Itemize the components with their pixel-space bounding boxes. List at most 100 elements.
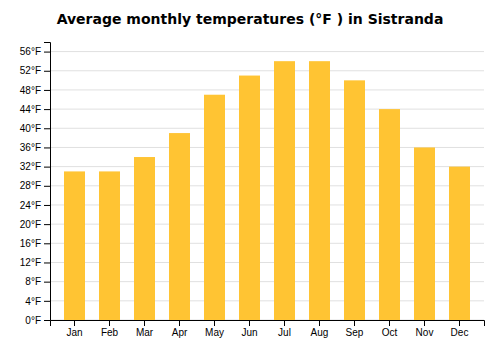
tick: Jun [241, 320, 257, 338]
y-axis: 0°F 4°F 8°F 12°F 16°F 20°F 24°F 28°F 32°F 36°F 40°… [20, 43, 51, 326]
tick-mark [44, 109, 50, 110]
tick-mark [109, 320, 110, 326]
bar [239, 76, 260, 320]
bars [64, 61, 470, 320]
grid-line [50, 70, 484, 71]
tick: 36°F [20, 142, 50, 153]
tick-mark [44, 71, 50, 72]
tick: Oct [382, 320, 398, 338]
tick: Feb [101, 320, 119, 338]
tick-mark [44, 243, 50, 244]
tick: Jul [278, 320, 291, 338]
x-axis: Jan Feb Mar Apr May Jun Jul Aug Sep Oct Nov Dec [51, 320, 485, 338]
tick: 44°F [20, 104, 50, 115]
bar [204, 95, 225, 320]
grid-line [50, 51, 484, 52]
tick-mark [44, 282, 50, 283]
bar [379, 109, 400, 320]
tick-label: Jun [241, 327, 257, 338]
tick: 12°F [20, 257, 50, 268]
tick: 56°F [20, 46, 50, 57]
tick: Mar [136, 320, 154, 338]
tick-label: 48°F [20, 85, 41, 96]
title: Average monthly temperatures (°F ) in Si… [57, 11, 444, 27]
tick-label: Sep [346, 327, 364, 338]
chart: 0°F 4°F 8°F 12°F 16°F 20°F 24°F 28°F 32°F 36°F 40°… [0, 0, 500, 350]
tick: Nov [416, 320, 434, 338]
tick-label: 44°F [20, 104, 41, 115]
tick-label: Aug [311, 327, 329, 338]
tick-mark [214, 320, 215, 326]
grid-line [50, 109, 484, 110]
tick-label: Jan [66, 327, 82, 338]
tick: 8°F [25, 276, 50, 287]
tick-label: Oct [382, 327, 398, 338]
tick-label: 8°F [25, 276, 41, 287]
tick: 40°F [20, 123, 50, 134]
tick-label: Feb [101, 327, 119, 338]
tick-mark [44, 224, 50, 225]
tick: Aug [311, 320, 329, 338]
tick-mark [179, 320, 180, 326]
tick-mark [44, 262, 50, 263]
tick-mark [44, 205, 50, 206]
tick-mark [144, 320, 145, 326]
tick: 24°F [20, 200, 50, 211]
bar [64, 171, 85, 320]
grid [50, 52, 484, 320]
bar [99, 171, 120, 320]
tick: Jan [66, 320, 82, 338]
tick-label: May [205, 327, 224, 338]
tick: Sep [346, 320, 364, 338]
tick-label: 20°F [20, 219, 41, 230]
tick-mark [44, 52, 50, 53]
tick-mark [249, 320, 250, 326]
tick-mark [44, 186, 50, 187]
bar [309, 61, 330, 320]
tick-mark [44, 147, 50, 148]
bar [449, 167, 470, 320]
tick-mark [424, 320, 425, 326]
grid-line [50, 89, 484, 90]
plot: 0°F 4°F 8°F 12°F 16°F 20°F 24°F 28°F 32°F 36°F 40°… [20, 43, 485, 339]
axis-line [51, 321, 485, 327]
tick-label: 0°F [25, 315, 41, 326]
tick: 52°F [20, 65, 50, 76]
tick-mark [319, 320, 320, 326]
tick-mark [459, 320, 460, 326]
tick-mark [44, 320, 50, 321]
tick-label: 32°F [20, 161, 41, 172]
tick-label: 36°F [20, 142, 41, 153]
tick-label: Dec [451, 327, 469, 338]
tick-label: 52°F [20, 65, 41, 76]
tick-mark [44, 167, 50, 168]
tick: Dec [451, 320, 469, 338]
tick-label: 24°F [20, 200, 41, 211]
tick-label: 12°F [20, 257, 41, 268]
axis-line [44, 43, 51, 321]
tick: Apr [172, 320, 188, 338]
tick-mark [44, 128, 50, 129]
tick: 16°F [20, 238, 50, 249]
bar [414, 147, 435, 320]
bar [344, 80, 365, 320]
tick-mark [284, 320, 285, 326]
bar [134, 157, 155, 320]
bar [169, 133, 190, 320]
tick-mark [74, 320, 75, 326]
tick: 28°F [20, 180, 50, 191]
tick-label: 56°F [20, 46, 41, 57]
tick: 20°F [20, 219, 50, 230]
tick-label: Mar [136, 327, 154, 338]
tick: May [205, 320, 224, 338]
tick: 48°F [20, 85, 50, 96]
tick-mark [44, 301, 50, 302]
tick-mark [389, 320, 390, 326]
tick-label: 16°F [20, 238, 41, 249]
tick: 0°F [25, 315, 50, 326]
tick-label: 40°F [20, 123, 41, 134]
tick-label: Nov [416, 327, 434, 338]
tick: 32°F [20, 161, 50, 172]
tick-label: Apr [172, 327, 188, 338]
tick-label: 4°F [25, 296, 41, 307]
